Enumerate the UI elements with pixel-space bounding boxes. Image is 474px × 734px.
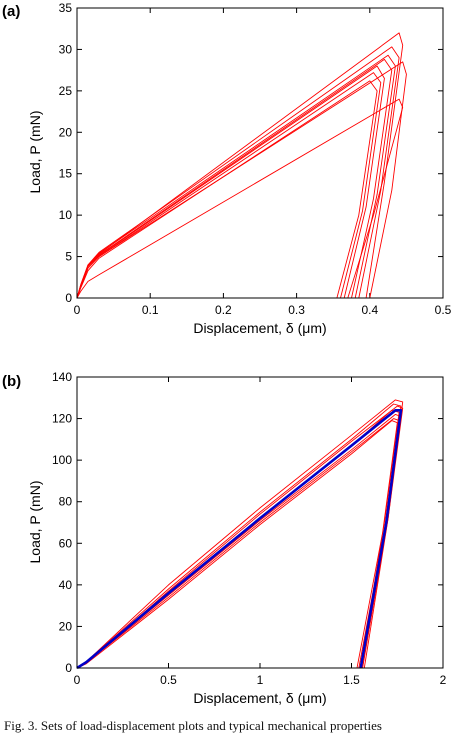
panel-a-y-tick-label: 25 [59,84,73,98]
panel-a-plot-frame [76,7,444,299]
panel-b-y-tick-label: 120 [52,412,72,426]
panel-a-load-curve-3 [76,54,396,299]
panel-a-load-curve-7 [76,72,382,299]
panel-b-x-axis-label: Displacement, δ (μm) [193,690,326,706]
panel-b-y-tick-label: 20 [59,619,73,633]
panel-a-load-curve-6 [76,65,385,299]
panel-a-curves [76,32,407,299]
panel-a-load-curve-9 [76,98,404,299]
panel-a-y-tick-label: 30 [59,42,73,56]
panel-a-y-tick-label: 15 [59,167,73,181]
figure-caption: Fig. 3. Sets of load-displacement plots … [4,718,382,733]
panel-b-x-tick-label: 1 [257,673,264,687]
panel-b-label: (b) [2,373,21,390]
panel-a-y-tick-label: 35 [59,1,73,15]
panel-b-y-tick-label: 0 [65,661,72,675]
panel-a-load-curve-5 [76,61,407,299]
panel-a-load-curve-8 [76,80,378,299]
panel-a-x-tick-label: 0.1 [142,303,159,317]
panel-a-x-tick-label: 0.2 [215,303,232,317]
panel-a-y-tick-label: 0 [65,291,72,305]
panel-b-curves [76,399,404,670]
panel-a-load-curve-2 [76,46,400,299]
panel-b-y-axis-label: Load, P (mN) [27,481,43,564]
panel-b-y-tick-label: 80 [59,495,73,509]
panel-b-x-tick-label: 0.5 [160,673,177,687]
panel-b-x-tick-label: 0 [74,673,81,687]
panel-a-load-curve-4 [76,58,393,299]
panel-b-plot-frame [76,376,444,669]
panel-b-y-tick-label: 100 [52,453,72,467]
panel-a-x-tick-label: 0.5 [435,303,452,317]
panel-b-load-curve-7 [76,420,398,669]
panel-a-x-tick-label: 0.4 [361,303,378,317]
panel-b-y-tick-label: 140 [52,370,72,384]
panel-a-y-tick-label: 10 [59,208,73,222]
panel-a-y-tick-label: 5 [65,250,72,264]
panel-a-x-axis-label: Displacement, δ (μm) [193,320,326,336]
panel-a-x-tick-label: 0 [74,303,81,317]
panel-b-y-tick-label: 40 [59,578,73,592]
panel-b-x-tick-label: 2 [440,673,447,687]
panel-a-label: (a) [2,3,20,20]
panel-a-y-tick-label: 20 [59,125,73,139]
panel-b-y-tick-label: 60 [59,536,73,550]
panel-b-x-tick-label: 1.5 [343,673,360,687]
panel-b-load-curve-8 [76,408,403,670]
panel-a-ticks: 0 0.1 0.2 0.3 0.4 0.5 0 5 10 15 20 25 30 35 [59,1,452,317]
panel-a-y-axis-label: Load, P (mN) [27,111,43,194]
panel-a-x-tick-label: 0.3 [288,303,305,317]
